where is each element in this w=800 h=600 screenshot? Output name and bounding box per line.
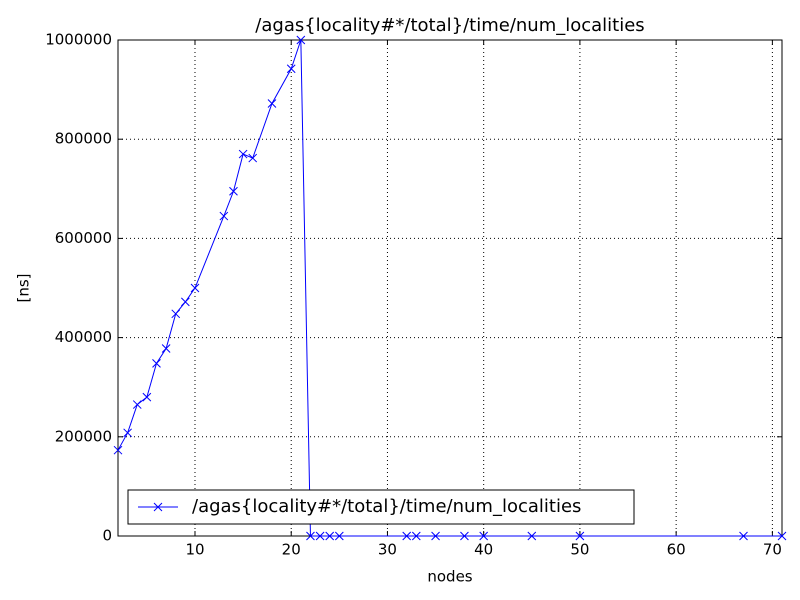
data-point xyxy=(306,531,315,541)
data-point xyxy=(132,400,142,409)
data-point xyxy=(190,283,200,293)
data-point xyxy=(286,64,296,74)
legend-label: /agas{locality#*/total}/time/num_localit… xyxy=(192,496,581,517)
data-point xyxy=(181,297,190,307)
data-point xyxy=(325,531,335,541)
data-point xyxy=(171,309,181,319)
x-axis-label: nodes xyxy=(427,568,472,586)
data-point xyxy=(479,531,489,541)
x-tick-label: 10 xyxy=(185,541,204,559)
data-point xyxy=(238,149,248,159)
legend-marker xyxy=(153,502,163,512)
data-point xyxy=(575,531,585,541)
data-point xyxy=(315,531,325,541)
data-point xyxy=(152,359,161,368)
y-tick-label: 600000 xyxy=(55,229,112,247)
data-point xyxy=(402,531,412,541)
x-tick-label: 40 xyxy=(474,541,493,559)
data-point xyxy=(527,531,537,541)
data-point xyxy=(431,531,440,541)
x-tick-label: 70 xyxy=(763,541,782,559)
x-tick-label: 30 xyxy=(378,541,397,559)
data-point xyxy=(142,392,152,402)
x-tick-label: 20 xyxy=(282,541,301,559)
data-point xyxy=(113,445,123,455)
y-tick-label: 0 xyxy=(102,527,112,545)
data-point xyxy=(739,531,748,541)
data-point xyxy=(334,531,344,541)
data-point xyxy=(411,531,421,541)
y-axis-label: [ns] xyxy=(15,273,33,302)
data-point xyxy=(267,99,277,108)
x-tick-label: 60 xyxy=(667,541,686,559)
data-point xyxy=(460,531,469,541)
data-point xyxy=(161,344,171,353)
data-point xyxy=(123,428,132,438)
data-point xyxy=(296,35,306,45)
chart-title: /agas{locality#*/total}/time/num_localit… xyxy=(255,15,644,36)
data-point xyxy=(777,531,787,541)
data-point xyxy=(248,153,258,163)
y-tick-label: 400000 xyxy=(55,328,112,346)
y-tick-label: 200000 xyxy=(55,427,112,445)
y-tick-label: 1000000 xyxy=(45,31,112,49)
y-tick-label: 800000 xyxy=(55,130,112,148)
data-point xyxy=(219,211,229,221)
data-point xyxy=(229,186,238,196)
x-tick-label: 50 xyxy=(570,541,589,559)
legend-box xyxy=(127,489,635,525)
